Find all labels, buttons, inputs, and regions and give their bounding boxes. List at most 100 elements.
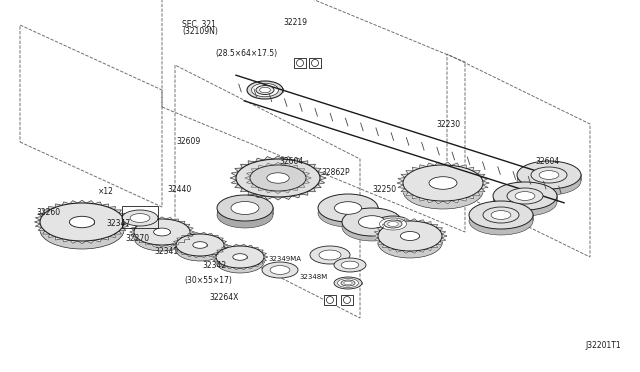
Text: (28.5×64×17.5): (28.5×64×17.5) xyxy=(215,49,278,58)
Polygon shape xyxy=(373,219,447,253)
Ellipse shape xyxy=(342,208,402,236)
Text: 32341: 32341 xyxy=(154,247,179,256)
Ellipse shape xyxy=(511,190,540,202)
Ellipse shape xyxy=(493,188,557,216)
Ellipse shape xyxy=(270,266,290,275)
Ellipse shape xyxy=(134,219,190,245)
Text: 32604: 32604 xyxy=(279,157,303,166)
Bar xyxy=(309,58,321,68)
Ellipse shape xyxy=(517,161,581,189)
Text: 32862P: 32862P xyxy=(322,169,350,177)
Ellipse shape xyxy=(335,202,362,214)
Ellipse shape xyxy=(193,242,207,248)
Ellipse shape xyxy=(256,86,274,94)
Ellipse shape xyxy=(507,188,543,204)
Ellipse shape xyxy=(388,222,398,227)
Polygon shape xyxy=(212,244,268,270)
Ellipse shape xyxy=(334,258,366,272)
Text: 32270: 32270 xyxy=(125,234,150,243)
Ellipse shape xyxy=(493,182,557,210)
Polygon shape xyxy=(172,232,228,258)
Ellipse shape xyxy=(231,202,259,215)
Text: 32348M: 32348M xyxy=(300,274,328,280)
Ellipse shape xyxy=(247,81,283,99)
Ellipse shape xyxy=(216,246,264,268)
Ellipse shape xyxy=(429,177,457,189)
Ellipse shape xyxy=(134,225,190,251)
Ellipse shape xyxy=(319,250,341,260)
Ellipse shape xyxy=(341,261,359,269)
Ellipse shape xyxy=(517,167,581,195)
Polygon shape xyxy=(35,200,129,244)
Text: SEC. 321: SEC. 321 xyxy=(182,20,216,29)
Ellipse shape xyxy=(342,213,402,241)
Text: 32264X: 32264X xyxy=(209,293,239,302)
Ellipse shape xyxy=(176,234,224,256)
Ellipse shape xyxy=(539,171,559,179)
Text: 32260: 32260 xyxy=(36,208,60,217)
Ellipse shape xyxy=(236,159,320,197)
Ellipse shape xyxy=(154,228,170,236)
Ellipse shape xyxy=(483,207,519,223)
Ellipse shape xyxy=(69,216,95,228)
Text: 32440: 32440 xyxy=(167,185,191,194)
Ellipse shape xyxy=(531,167,567,183)
Ellipse shape xyxy=(233,254,247,260)
Bar xyxy=(122,206,158,228)
Ellipse shape xyxy=(40,203,124,241)
Ellipse shape xyxy=(337,279,358,288)
Ellipse shape xyxy=(250,165,306,191)
Ellipse shape xyxy=(378,221,442,251)
Text: 32349MA: 32349MA xyxy=(268,256,301,262)
Bar xyxy=(341,295,353,305)
Ellipse shape xyxy=(384,220,402,228)
Ellipse shape xyxy=(403,173,483,209)
Ellipse shape xyxy=(375,216,411,232)
Ellipse shape xyxy=(469,201,533,229)
Ellipse shape xyxy=(252,83,278,97)
Ellipse shape xyxy=(341,280,355,286)
Polygon shape xyxy=(230,156,326,200)
Text: (30×55×17): (30×55×17) xyxy=(184,276,232,285)
Text: 32250: 32250 xyxy=(372,185,396,194)
Text: 32604: 32604 xyxy=(535,157,559,166)
Ellipse shape xyxy=(515,192,535,201)
Ellipse shape xyxy=(176,239,224,261)
Ellipse shape xyxy=(469,207,533,235)
Ellipse shape xyxy=(318,199,378,227)
Text: ×12: ×12 xyxy=(98,187,113,196)
Ellipse shape xyxy=(122,210,158,226)
Ellipse shape xyxy=(318,194,378,222)
Ellipse shape xyxy=(491,211,511,219)
Ellipse shape xyxy=(260,87,270,93)
Ellipse shape xyxy=(250,165,306,191)
Ellipse shape xyxy=(267,173,289,183)
Bar xyxy=(294,58,306,68)
Text: 32342: 32342 xyxy=(202,262,227,270)
Polygon shape xyxy=(397,162,489,204)
Ellipse shape xyxy=(344,281,352,285)
Ellipse shape xyxy=(236,159,320,197)
Ellipse shape xyxy=(378,228,442,258)
Ellipse shape xyxy=(380,218,406,230)
Ellipse shape xyxy=(262,262,298,278)
Text: J32201T1: J32201T1 xyxy=(585,341,621,350)
Ellipse shape xyxy=(217,202,273,228)
Ellipse shape xyxy=(130,214,150,222)
Ellipse shape xyxy=(334,277,362,289)
Text: 32219: 32219 xyxy=(284,18,308,27)
Ellipse shape xyxy=(358,216,385,228)
Text: 32609: 32609 xyxy=(177,137,201,146)
Ellipse shape xyxy=(486,209,515,221)
Text: (32109N): (32109N) xyxy=(182,27,218,36)
Ellipse shape xyxy=(310,246,350,264)
Ellipse shape xyxy=(216,251,264,273)
Polygon shape xyxy=(245,163,311,193)
Text: 32230: 32230 xyxy=(436,120,460,129)
Bar xyxy=(324,295,336,305)
Ellipse shape xyxy=(401,231,420,241)
Ellipse shape xyxy=(534,169,563,181)
Polygon shape xyxy=(130,217,194,247)
Ellipse shape xyxy=(403,165,483,201)
Text: 32347: 32347 xyxy=(106,219,131,228)
